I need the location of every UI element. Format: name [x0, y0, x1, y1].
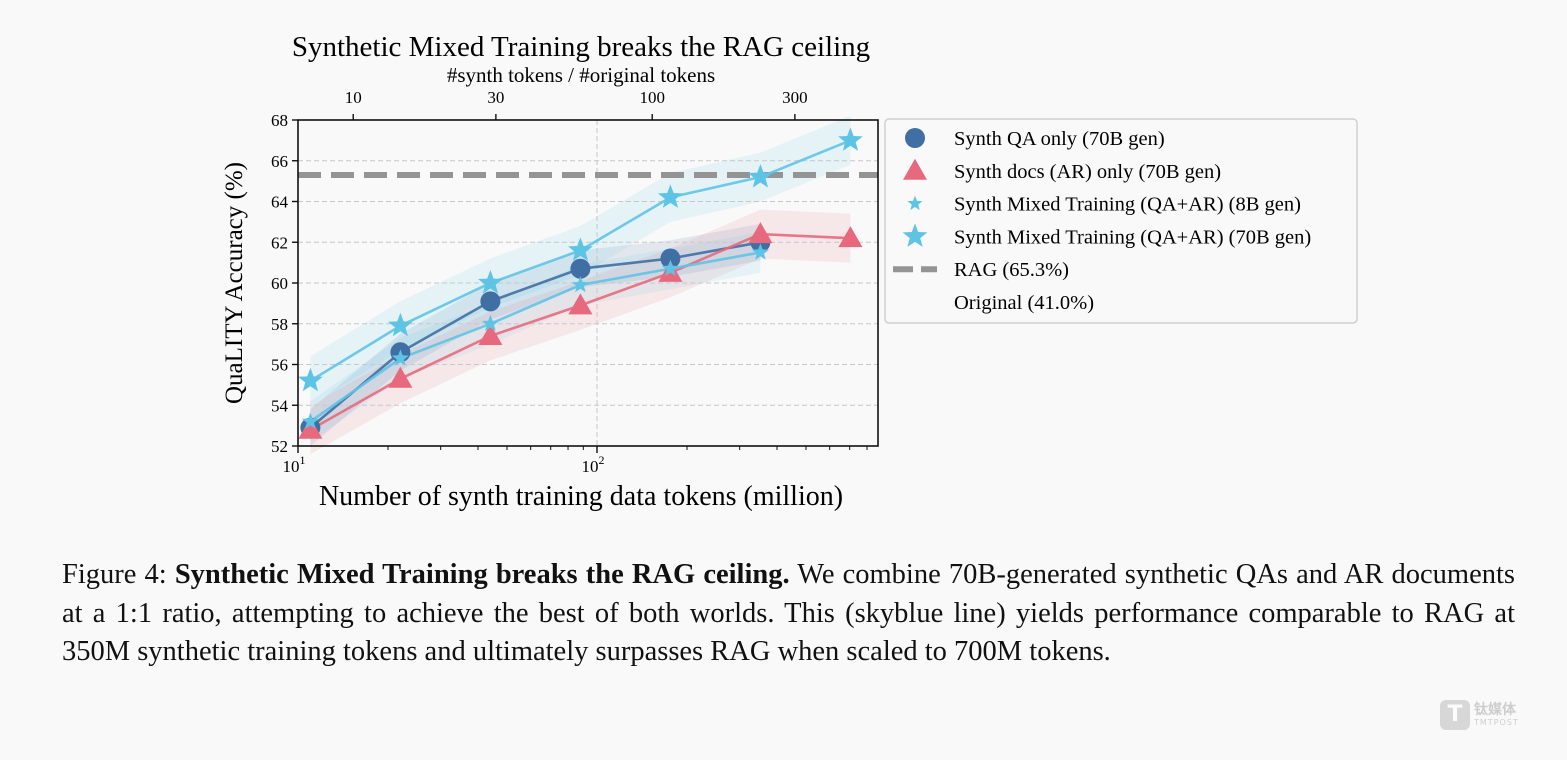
band-series-0 — [310, 223, 761, 446]
data-point-series-3 — [298, 367, 323, 392]
data-point-series-3 — [388, 312, 413, 337]
watermark-cn: 钛媒体 — [1474, 702, 1516, 718]
top-tick-label: 100 — [639, 88, 665, 107]
y-tick-label: 68 — [271, 111, 288, 130]
data-point-series-3 — [838, 127, 863, 151]
y-axis-label: QuaLITY Accuracy (%) — [221, 162, 248, 404]
data-point-series-0 — [660, 248, 681, 269]
legend-label: Synth docs (AR) only (70B gen) — [954, 161, 1221, 183]
data-point-series-2 — [751, 243, 769, 260]
watermark: T 钛媒体 TMTPOST — [1440, 700, 1519, 730]
band-series-1 — [310, 209, 851, 455]
x-axis-label: Number of synth training data tokens (mi… — [319, 481, 843, 512]
data-point-series-2 — [481, 314, 499, 331]
y-tick-label: 52 — [271, 437, 288, 456]
x-tick-label: 101 — [283, 453, 306, 476]
data-point-series-1 — [568, 293, 593, 315]
x-tick-exponent: 2 — [599, 453, 605, 467]
y-tick-label: 54 — [271, 396, 289, 415]
data-point-series-0 — [480, 291, 501, 312]
top-tick-label: 30 — [487, 88, 504, 107]
data-point-series-0 — [570, 258, 591, 279]
legend-box — [884, 118, 1358, 324]
data-point-series-1 — [478, 323, 503, 345]
legend-marker-icon — [905, 128, 925, 148]
chart: Synthetic Mixed Training breaks the RAG … — [221, 31, 1358, 512]
band-series-2 — [310, 232, 761, 442]
legend-label: Original (41.0%) — [954, 292, 1094, 314]
data-point-series-2 — [661, 259, 679, 276]
data-point-series-1 — [838, 226, 863, 248]
legend-label: Synth Mixed Training (QA+AR) (8B gen) — [954, 194, 1301, 216]
x-tick-exponent: 1 — [300, 453, 306, 467]
y-tick-label: 58 — [271, 315, 288, 334]
y-tick-label: 64 — [271, 193, 289, 212]
legend: Synth QA only (70B gen) Synth docs (AR) o… — [884, 118, 1358, 324]
top-tick-label: 300 — [782, 88, 808, 107]
caption-bold: Synthetic Mixed Training breaks the RAG … — [174, 559, 790, 590]
legend-marker-icon — [903, 158, 927, 180]
y-tick-label: 66 — [271, 152, 288, 171]
caption-prefix: Figure 4: — [62, 559, 175, 590]
legend-marker-icon — [907, 195, 923, 211]
data-point-series-2 — [571, 276, 589, 293]
chart-title: Synthetic Mixed Training breaks the RAG … — [292, 31, 870, 63]
series-line-0 — [309, 241, 761, 429]
legend-label: Synth QA only (70B gen) — [954, 128, 1165, 150]
figure-caption: Figure 4: Synthetic Mixed Training break… — [62, 556, 1515, 672]
axes: 52 54 56 58 60 62 64 66 68 101 102 10 30 100 300 — [271, 88, 868, 476]
x-tick-label: 102 — [582, 453, 605, 476]
legend-label: RAG (65.3%) — [954, 259, 1069, 281]
series-group — [298, 127, 863, 439]
y-tick-label: 62 — [271, 233, 288, 252]
y-tick-label: 60 — [271, 274, 288, 293]
top-tick-label: 10 — [345, 88, 362, 107]
data-point-series-3 — [568, 237, 593, 261]
data-point-series-1 — [388, 366, 413, 388]
tmtpost-logo-icon: T — [1440, 700, 1470, 730]
top-axis-label: #synth tokens / #original tokens — [447, 63, 715, 87]
data-point-series-3 — [748, 164, 773, 188]
data-point-series-1 — [748, 222, 773, 244]
y-tick-label: 56 — [271, 356, 288, 375]
data-point-series-2 — [391, 349, 409, 366]
legend-label: Synth Mixed Training (QA+AR) (70B gen) — [954, 226, 1311, 248]
caption-text: We combine 70B-generated synthetic QAs a… — [62, 559, 1516, 667]
data-point-series-2 — [301, 412, 319, 429]
watermark-en: TMTPOST — [1474, 718, 1519, 727]
data-point-series-3 — [478, 270, 503, 294]
data-point-series-1 — [298, 417, 323, 439]
data-point-series-3 — [658, 184, 683, 208]
series-line-2 — [309, 251, 761, 423]
legend-marker-icon — [902, 223, 928, 247]
